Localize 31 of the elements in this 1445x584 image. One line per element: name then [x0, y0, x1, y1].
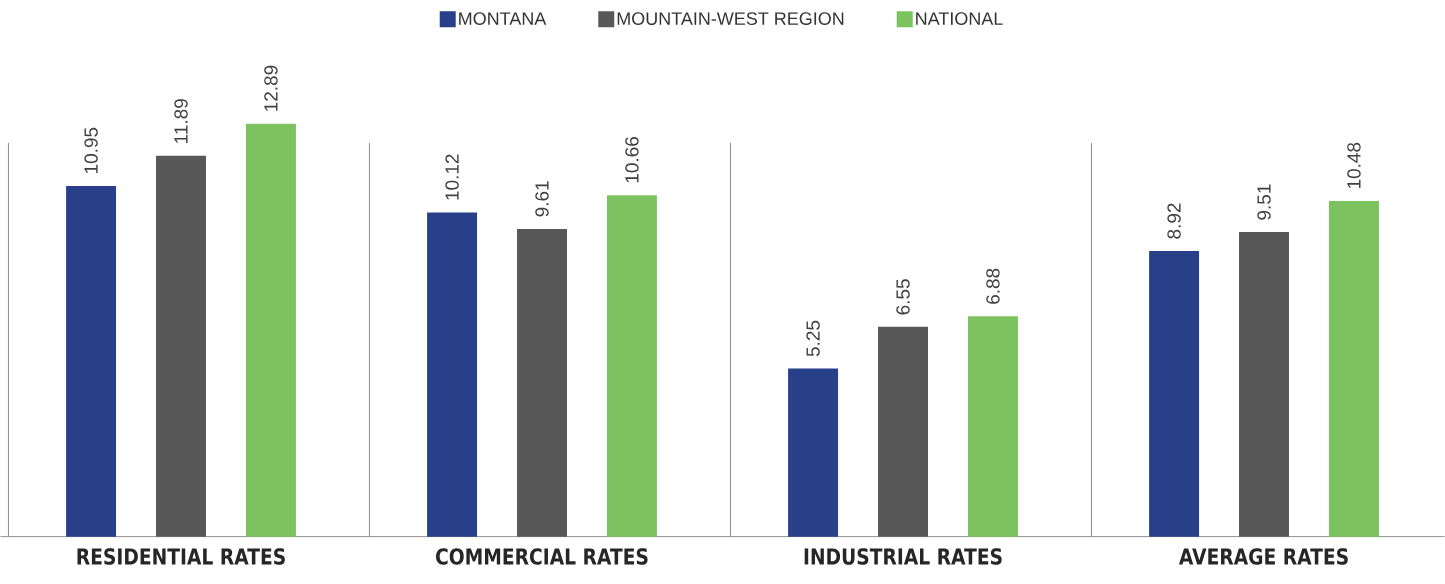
bar — [606, 195, 657, 537]
bar — [1328, 201, 1379, 537]
x-tick-label: RESIDENTIAL RATES — [77, 548, 285, 565]
data-label: 6.88 — [986, 268, 1000, 305]
data-label: 9.51 — [1257, 184, 1271, 220]
bar — [156, 156, 206, 537]
data-label: 9.61 — [535, 181, 549, 217]
bar — [967, 316, 1018, 537]
data-label: 8.92 — [1167, 203, 1181, 239]
legend-label: MOUNTAIN-WEST REGION — [617, 12, 844, 26]
data-label: 12.89 — [264, 65, 278, 112]
data-label: 10.12 — [445, 154, 459, 200]
bar — [878, 327, 928, 537]
data-label: 10.95 — [84, 127, 98, 174]
legend-label: MONTANA — [459, 12, 547, 26]
bar — [427, 212, 478, 537]
bar — [66, 186, 117, 537]
data-label: 10.48 — [1347, 143, 1361, 189]
data-label: 11.89 — [174, 99, 188, 144]
data-label: 10.66 — [625, 137, 639, 183]
bar — [245, 124, 296, 537]
legend-label: NATIONAL — [916, 12, 1003, 26]
data-label: 6.55 — [896, 279, 910, 315]
bar — [1149, 251, 1200, 537]
bar — [1239, 232, 1289, 537]
data-label: 5.25 — [806, 321, 820, 357]
bar — [517, 229, 567, 537]
x-tick-label: COMMERCIAL RATES — [436, 548, 648, 565]
x-tick-label: AVERAGE RATES — [1178, 548, 1348, 565]
x-tick-label: INDUSTRIAL RATES — [804, 548, 1002, 565]
bar — [788, 368, 839, 537]
